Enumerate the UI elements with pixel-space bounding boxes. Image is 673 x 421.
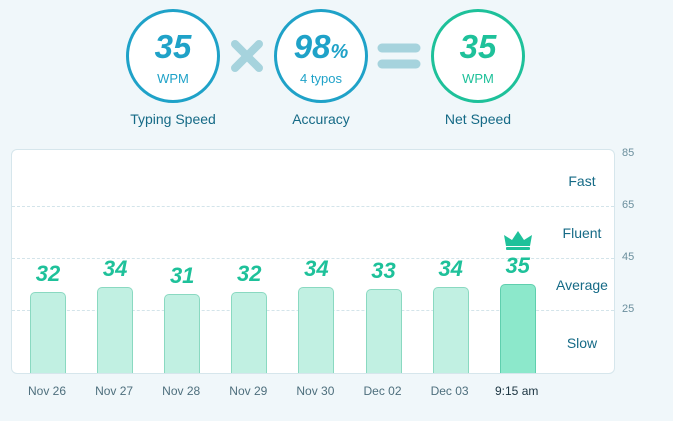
- net-speed-circle: 35 WPM: [431, 9, 525, 103]
- bar-value-label: 32: [23, 263, 73, 285]
- accuracy-percent: %: [330, 41, 348, 63]
- chart-bar[interactable]: [298, 287, 334, 374]
- grid-line: [12, 206, 614, 207]
- typing-speed-circle: 35 WPM: [126, 9, 220, 103]
- accuracy-circle: 98% 4 typos: [274, 9, 368, 103]
- bar-value-label: 34: [426, 258, 476, 280]
- x-category-label: Dec 02: [353, 384, 413, 398]
- chart-bar[interactable]: [500, 284, 536, 374]
- bar-value-label: 31: [157, 265, 207, 287]
- bar-value-label: 34: [291, 258, 341, 280]
- y-tick-label: 45: [622, 251, 634, 263]
- accuracy-typos: 4 typos: [277, 71, 365, 86]
- bar-value-label: 34: [90, 258, 140, 280]
- chart-bar[interactable]: [97, 287, 133, 374]
- zone-label-slow: Slow: [540, 335, 615, 351]
- bar-value-label: 33: [359, 260, 409, 282]
- net-speed-value: 35: [434, 30, 522, 64]
- zone-label-fast: Fast: [540, 173, 615, 189]
- net-speed-unit: WPM: [434, 71, 522, 86]
- crown-icon: [503, 229, 533, 251]
- accuracy-caption: Accuracy: [251, 111, 391, 127]
- typing-speed-unit: WPM: [129, 71, 217, 86]
- x-category-label: Nov 28: [151, 384, 211, 398]
- chart-bar[interactable]: [433, 287, 469, 374]
- chart-bar[interactable]: [164, 294, 200, 374]
- speed-history-chart: Fast Fluent Average Slow 32 34 31 32 34 33 34 3…: [11, 149, 615, 374]
- accuracy-value: 98%: [277, 30, 365, 69]
- y-tick-label: 85: [622, 147, 634, 159]
- x-category-label: Nov 29: [218, 384, 278, 398]
- multiply-icon: [229, 38, 265, 74]
- y-tick-label: 65: [622, 199, 634, 211]
- chart-bar[interactable]: [30, 292, 66, 374]
- accuracy-number: 98: [294, 28, 331, 65]
- x-category-label: Nov 30: [285, 384, 345, 398]
- typing-speed-value: 35: [129, 30, 217, 64]
- zone-label-average: Average: [540, 277, 615, 293]
- chart-bar[interactable]: [231, 292, 267, 374]
- x-category-label: 9:15 am: [487, 384, 547, 398]
- net-speed-caption: Net Speed: [408, 111, 548, 127]
- equals-icon: [377, 41, 421, 71]
- x-category-label: Nov 26: [17, 384, 77, 398]
- zone-label-fluent: Fluent: [540, 225, 615, 241]
- x-category-label: Dec 03: [420, 384, 480, 398]
- y-tick-label: 25: [622, 303, 634, 315]
- typing-speed-caption: Typing Speed: [103, 111, 243, 127]
- bar-value-label: 32: [224, 263, 274, 285]
- x-category-label: Nov 27: [84, 384, 144, 398]
- chart-bar[interactable]: [366, 289, 402, 374]
- bar-value-label: 35: [493, 255, 543, 277]
